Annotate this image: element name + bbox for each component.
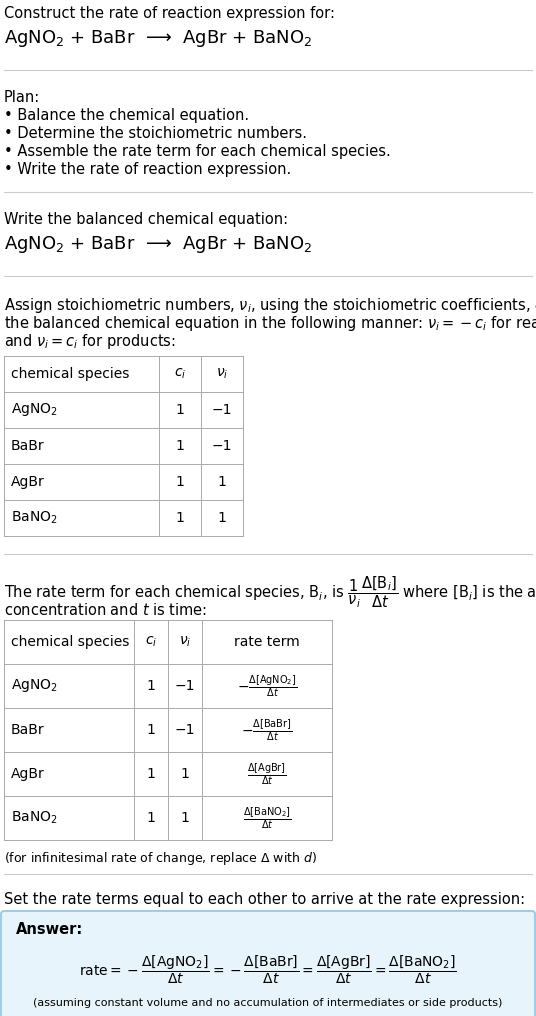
Text: AgNO$_2$: AgNO$_2$ — [11, 401, 58, 419]
Text: $\nu_i$: $\nu_i$ — [179, 635, 191, 649]
Text: $-\frac{\Delta[\mathrm{AgNO_2}]}{\Delta t}$: $-\frac{\Delta[\mathrm{AgNO_2}]}{\Delta … — [237, 674, 297, 699]
Text: −1: −1 — [212, 439, 232, 453]
Text: $\mathrm{rate} = -\dfrac{\Delta[\mathrm{AgNO_2}]}{\Delta t} = -\dfrac{\Delta[\ma: $\mathrm{rate} = -\dfrac{\Delta[\mathrm{… — [79, 954, 457, 987]
Text: The rate term for each chemical species, B$_i$, is $\dfrac{1}{\nu_i}\dfrac{\Delt: The rate term for each chemical species,… — [4, 574, 536, 610]
Text: AgNO$_2$: AgNO$_2$ — [11, 678, 58, 695]
Text: BaNO$_2$: BaNO$_2$ — [11, 810, 58, 826]
Text: • Assemble the rate term for each chemical species.: • Assemble the rate term for each chemic… — [4, 144, 391, 158]
Text: Assign stoichiometric numbers, $\nu_i$, using the stoichiometric coefficients, $: Assign stoichiometric numbers, $\nu_i$, … — [4, 296, 536, 315]
Text: • Determine the stoichiometric numbers.: • Determine the stoichiometric numbers. — [4, 126, 307, 141]
Text: 1: 1 — [176, 439, 184, 453]
Text: Set the rate terms equal to each other to arrive at the rate expression:: Set the rate terms equal to each other t… — [4, 892, 525, 907]
Text: 1: 1 — [181, 767, 189, 781]
Text: concentration and $t$ is time:: concentration and $t$ is time: — [4, 602, 207, 618]
Text: 1: 1 — [146, 811, 155, 825]
Text: BaNO$_2$: BaNO$_2$ — [11, 510, 58, 526]
Text: $c_i$: $c_i$ — [174, 367, 186, 381]
Text: the balanced chemical equation in the following manner: $\nu_i = -c_i$ for react: the balanced chemical equation in the fo… — [4, 314, 536, 333]
Text: AgBr: AgBr — [11, 475, 44, 489]
Text: 1: 1 — [146, 679, 155, 693]
Text: and $\nu_i = c_i$ for products:: and $\nu_i = c_i$ for products: — [4, 332, 176, 351]
Text: −1: −1 — [175, 723, 195, 737]
Text: $\nu_i$: $\nu_i$ — [216, 367, 228, 381]
Text: (for infinitesimal rate of change, replace Δ with $d$): (for infinitesimal rate of change, repla… — [4, 850, 317, 867]
Text: Answer:: Answer: — [16, 922, 83, 937]
Text: BaBr: BaBr — [11, 439, 44, 453]
Text: Write the balanced chemical equation:: Write the balanced chemical equation: — [4, 212, 288, 227]
Text: • Write the rate of reaction expression.: • Write the rate of reaction expression. — [4, 162, 291, 177]
Text: 1: 1 — [218, 475, 226, 489]
Text: AgNO$_2$ + BaBr  ⟶  AgBr + BaNO$_2$: AgNO$_2$ + BaBr ⟶ AgBr + BaNO$_2$ — [4, 234, 312, 255]
Text: Plan:: Plan: — [4, 90, 40, 105]
Text: AgBr: AgBr — [11, 767, 44, 781]
Text: 1: 1 — [146, 723, 155, 737]
Text: 1: 1 — [176, 403, 184, 417]
Text: −1: −1 — [175, 679, 195, 693]
Text: (assuming constant volume and no accumulation of intermediates or side products): (assuming constant volume and no accumul… — [33, 998, 503, 1008]
Text: −1: −1 — [212, 403, 232, 417]
Text: 1: 1 — [176, 511, 184, 525]
Text: $\frac{\Delta[\mathrm{AgBr}]}{\Delta t}$: $\frac{\Delta[\mathrm{AgBr}]}{\Delta t}$ — [247, 761, 287, 786]
Text: 1: 1 — [218, 511, 226, 525]
Text: 1: 1 — [146, 767, 155, 781]
Text: BaBr: BaBr — [11, 723, 44, 737]
Text: Construct the rate of reaction expression for:: Construct the rate of reaction expressio… — [4, 6, 335, 21]
Text: AgNO$_2$ + BaBr  ⟶  AgBr + BaNO$_2$: AgNO$_2$ + BaBr ⟶ AgBr + BaNO$_2$ — [4, 28, 312, 49]
Text: $-\frac{\Delta[\mathrm{BaBr}]}{\Delta t}$: $-\frac{\Delta[\mathrm{BaBr}]}{\Delta t}… — [241, 717, 293, 743]
FancyBboxPatch shape — [1, 911, 535, 1016]
Text: 1: 1 — [176, 475, 184, 489]
Text: $c_i$: $c_i$ — [145, 635, 157, 649]
Text: $\frac{\Delta[\mathrm{BaNO_2}]}{\Delta t}$: $\frac{\Delta[\mathrm{BaNO_2}]}{\Delta t… — [243, 805, 291, 831]
Text: rate term: rate term — [234, 635, 300, 649]
Text: chemical species: chemical species — [11, 635, 129, 649]
Text: 1: 1 — [181, 811, 189, 825]
Text: • Balance the chemical equation.: • Balance the chemical equation. — [4, 108, 249, 123]
Text: chemical species: chemical species — [11, 367, 129, 381]
